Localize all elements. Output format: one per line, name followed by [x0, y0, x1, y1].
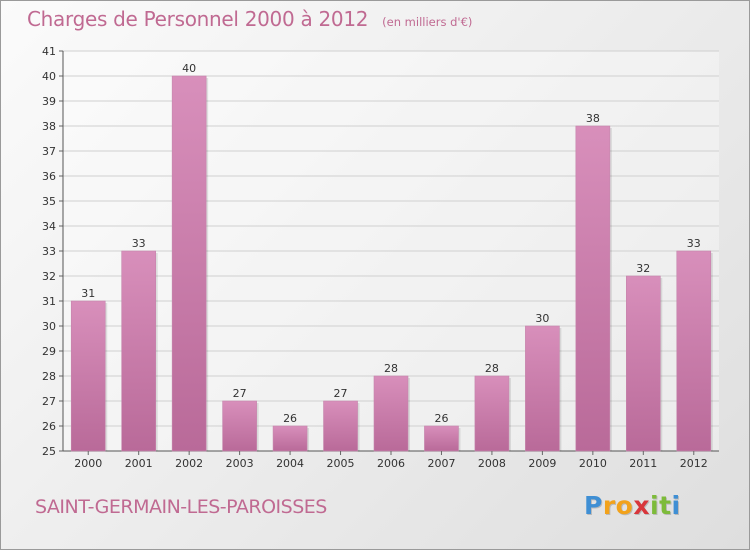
y-tick-label: 27 [42, 395, 56, 408]
y-tick-label: 26 [42, 420, 56, 433]
data-label-2004: 26 [283, 412, 297, 425]
x-tick-label-2000: 2000 [74, 457, 102, 470]
data-label-2002: 40 [182, 62, 196, 75]
proxiti-logo: Proxiti [584, 491, 681, 520]
y-tick-label: 36 [42, 170, 56, 183]
data-label-2005: 27 [334, 387, 348, 400]
x-tick-label-2008: 2008 [478, 457, 506, 470]
bar-2011 [626, 275, 661, 452]
data-label-2012: 33 [687, 237, 701, 250]
data-label-2001: 33 [132, 237, 146, 250]
bar-2006 [373, 375, 409, 452]
x-tick-label-2010: 2010 [579, 457, 607, 470]
y-tick-label: 32 [42, 270, 56, 283]
y-tick-label: 31 [42, 295, 56, 308]
x-tick-label-2006: 2006 [377, 457, 405, 470]
y-tick-label: 28 [42, 370, 56, 383]
y-tick-label: 38 [42, 120, 56, 133]
bar-2010 [575, 125, 611, 452]
data-label-2009: 30 [535, 312, 549, 325]
data-label-2007: 26 [434, 412, 448, 425]
logo-letter: t [659, 491, 672, 520]
x-tick-label-2012: 2012 [680, 457, 708, 470]
bar-2007 [424, 425, 459, 452]
y-tick-label: 29 [42, 345, 56, 358]
bar-2005 [323, 400, 358, 452]
y-tick-label: 39 [42, 95, 56, 108]
x-tick-label-2005: 2005 [327, 457, 355, 470]
logo-letter: x [633, 491, 650, 520]
y-tick-label: 35 [42, 195, 56, 208]
chart-title: Charges de Personnel 2000 à 2012 (en mill… [27, 7, 472, 31]
bar-2002 [171, 75, 207, 452]
bar-2008 [474, 375, 510, 452]
x-tick-label-2001: 2001 [125, 457, 153, 470]
bar-2001 [121, 250, 156, 452]
bar-2009 [525, 325, 560, 452]
x-tick-label-2003: 2003 [226, 457, 254, 470]
bar-2012 [676, 250, 712, 452]
logo-letter: P [584, 491, 603, 520]
data-label-2006: 28 [384, 362, 398, 375]
logo-letter: i [671, 491, 681, 520]
data-label-2010: 38 [586, 112, 600, 125]
data-label-2000: 31 [81, 287, 95, 300]
y-tick-label: 41 [42, 45, 56, 58]
x-tick-label-2004: 2004 [276, 457, 304, 470]
title-unit: (en milliers d'€) [382, 15, 473, 29]
data-label-2011: 32 [636, 262, 650, 275]
bar-2004 [272, 425, 308, 452]
logo-letter: o [615, 491, 634, 520]
logo-letter: i [650, 491, 660, 520]
commune-name: SAINT-GERMAIN-LES-PAROISSES [35, 496, 327, 518]
y-tick-label: 25 [42, 445, 56, 458]
title-main: Charges de Personnel 2000 à 2012 [27, 7, 369, 31]
y-tick-label: 33 [42, 245, 56, 258]
x-tick-label-2011: 2011 [629, 457, 657, 470]
x-tick-label-2002: 2002 [175, 457, 203, 470]
logo-letter: r [602, 491, 616, 520]
x-tick-label-2009: 2009 [528, 457, 556, 470]
bar-2003 [222, 400, 257, 452]
data-label-2003: 27 [233, 387, 247, 400]
x-tick-label-2007: 2007 [427, 457, 455, 470]
y-tick-label: 30 [42, 320, 56, 333]
y-tick-label: 37 [42, 145, 56, 158]
data-label-2008: 28 [485, 362, 499, 375]
y-tick-label: 34 [42, 220, 56, 233]
bar-2000 [70, 300, 106, 452]
y-tick-label: 40 [42, 70, 56, 83]
